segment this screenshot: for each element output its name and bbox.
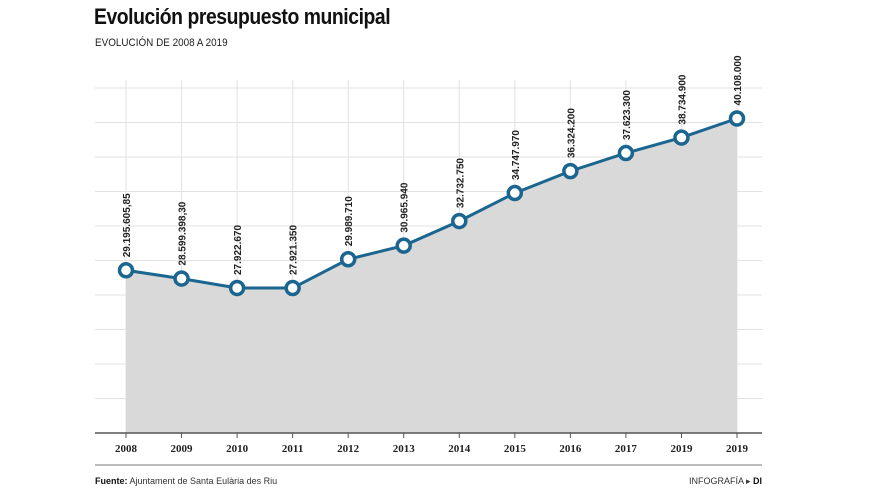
data-point — [117, 262, 135, 279]
data-point — [617, 144, 635, 162]
data-label: 36.324.200 — [566, 108, 577, 158]
x-tick-label: 2009 — [171, 443, 194, 455]
x-tick-label: 2010 — [226, 443, 249, 455]
data-label: 38.734.900 — [677, 74, 688, 124]
credit-label: INFOGRAFÍA ▸ — [688, 476, 753, 486]
series-line — [125, 117, 738, 290]
data-point — [673, 129, 690, 146]
data-label: 28.599.398,30 — [178, 201, 189, 265]
x-tick-label: 2011 — [282, 443, 303, 455]
data-label: 29.195.605,85 — [122, 193, 133, 257]
data-label: 34.747.970 — [511, 130, 522, 180]
data-point — [339, 251, 357, 268]
data-point — [562, 162, 579, 180]
data-label: 37.623.300 — [622, 90, 633, 140]
data-point — [284, 279, 301, 297]
data-label: 27.922.670 — [233, 225, 244, 275]
chart-subtitle: EVOLUCIÓN DE 2008 A 2019 — [95, 37, 228, 49]
source-label: Fuente: — [95, 476, 128, 486]
x-tick-label: 2016 — [559, 443, 582, 455]
x-tick-label: 2019 — [726, 443, 749, 455]
credit-brand: DI — [753, 476, 762, 486]
data-point — [451, 212, 468, 230]
chart-title: Evolución presupuesto municipal — [94, 4, 391, 29]
data-label: 40.108.000 — [733, 55, 744, 105]
data-label: 32.732.750 — [455, 158, 466, 208]
data-label: 29.989.710 — [344, 196, 355, 246]
x-tick-label: 2017 — [615, 443, 638, 455]
area-fill — [126, 118, 737, 434]
x-tick-label: 2019 — [670, 443, 693, 455]
source-text: Ajuntament de Santa Eulària des Riu — [127, 476, 278, 486]
data-label: 27.921.350 — [289, 225, 300, 275]
x-tick-label: 2012 — [337, 443, 360, 455]
data-point — [173, 270, 190, 287]
x-tick-label: 2014 — [448, 443, 471, 455]
x-tick-label: 2015 — [504, 443, 527, 455]
source-note: Fuente: Ajuntament de Santa Eulària des … — [95, 476, 277, 486]
data-point — [506, 184, 524, 202]
credit-note: INFOGRAFÍA ▸ DI — [689, 476, 762, 487]
data-point — [728, 110, 746, 127]
data-point — [395, 237, 412, 254]
data-label: 30.965.940 — [400, 182, 411, 232]
data-point — [228, 279, 246, 297]
x-tick-label: 2013 — [393, 443, 416, 455]
x-tick-label: 2008 — [115, 443, 138, 455]
